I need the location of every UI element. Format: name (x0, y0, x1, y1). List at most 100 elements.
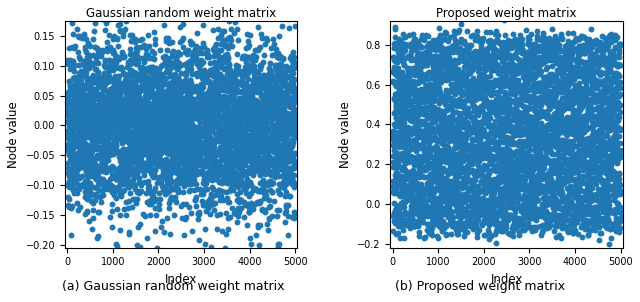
Point (594, 157, 604, 162)
Point (183, 87, 193, 92)
Point (549, 200, 559, 204)
Point (579, 150, 589, 155)
Point (608, 153, 618, 158)
Point (536, 37, 547, 42)
Point (141, 102, 152, 107)
Point (174, 95, 184, 99)
Point (433, 73, 443, 78)
Point (160, 54, 170, 59)
Point (400, 157, 410, 162)
Point (591, 120, 602, 125)
Point (557, 95, 568, 100)
Point (559, 178, 570, 182)
Point (504, 193, 514, 198)
Point (550, 104, 561, 109)
Point (454, 125, 464, 130)
Point (189, 103, 199, 108)
Point (607, 209, 617, 214)
Point (243, 115, 253, 120)
Point (541, 177, 552, 182)
Point (118, 34, 128, 38)
Point (548, 188, 558, 193)
Point (422, 98, 433, 103)
Point (542, 114, 552, 119)
Point (508, 177, 518, 182)
Point (490, 81, 500, 86)
Point (471, 155, 481, 160)
Point (241, 83, 252, 88)
Point (196, 160, 206, 165)
Point (148, 56, 158, 60)
Point (111, 141, 122, 146)
Point (406, 158, 416, 163)
Point (100, 132, 111, 137)
Point (477, 104, 488, 109)
Point (458, 211, 468, 216)
Point (168, 99, 179, 104)
Point (121, 112, 131, 117)
Point (452, 67, 462, 72)
Point (268, 189, 278, 194)
Point (184, 205, 194, 210)
Point (493, 71, 503, 76)
Point (488, 101, 499, 105)
Point (502, 136, 513, 141)
Point (460, 103, 470, 108)
Point (161, 36, 172, 41)
Point (470, 150, 481, 155)
Point (130, 187, 140, 191)
Point (264, 204, 275, 209)
Point (503, 231, 513, 236)
Point (244, 209, 254, 214)
Point (257, 206, 267, 211)
Point (474, 57, 484, 62)
Point (408, 69, 418, 74)
Point (236, 190, 246, 194)
Point (134, 104, 144, 108)
Point (250, 54, 260, 59)
Point (395, 165, 405, 170)
Point (247, 163, 257, 168)
Point (67, 156, 77, 161)
Point (420, 120, 431, 125)
Point (406, 57, 416, 62)
Point (488, 59, 499, 64)
Point (87, 131, 97, 136)
Point (64, 205, 74, 210)
Point (257, 170, 267, 175)
Point (134, 120, 145, 125)
Point (93, 170, 103, 175)
Point (465, 124, 476, 129)
Point (501, 44, 511, 49)
Point (105, 87, 115, 92)
Point (576, 128, 586, 133)
Point (444, 104, 454, 108)
Point (397, 137, 408, 141)
Point (75, 139, 85, 144)
Point (412, 72, 422, 77)
Point (563, 218, 573, 223)
Point (116, 179, 127, 184)
Point (64, 153, 74, 158)
Point (561, 104, 571, 109)
Point (484, 222, 494, 227)
Point (575, 205, 586, 210)
Point (395, 45, 405, 50)
Point (68, 90, 79, 95)
Point (405, 172, 415, 177)
Point (532, 46, 543, 51)
Point (487, 168, 497, 173)
Point (419, 175, 429, 180)
Point (138, 128, 148, 133)
Point (391, 123, 401, 128)
Point (83, 128, 93, 133)
Point (259, 178, 269, 182)
Point (456, 195, 467, 200)
Point (594, 190, 604, 194)
Point (209, 49, 219, 53)
Point (199, 203, 209, 207)
Point (226, 75, 236, 80)
Point (273, 91, 283, 96)
Point (103, 73, 113, 78)
Point (63, 146, 73, 151)
